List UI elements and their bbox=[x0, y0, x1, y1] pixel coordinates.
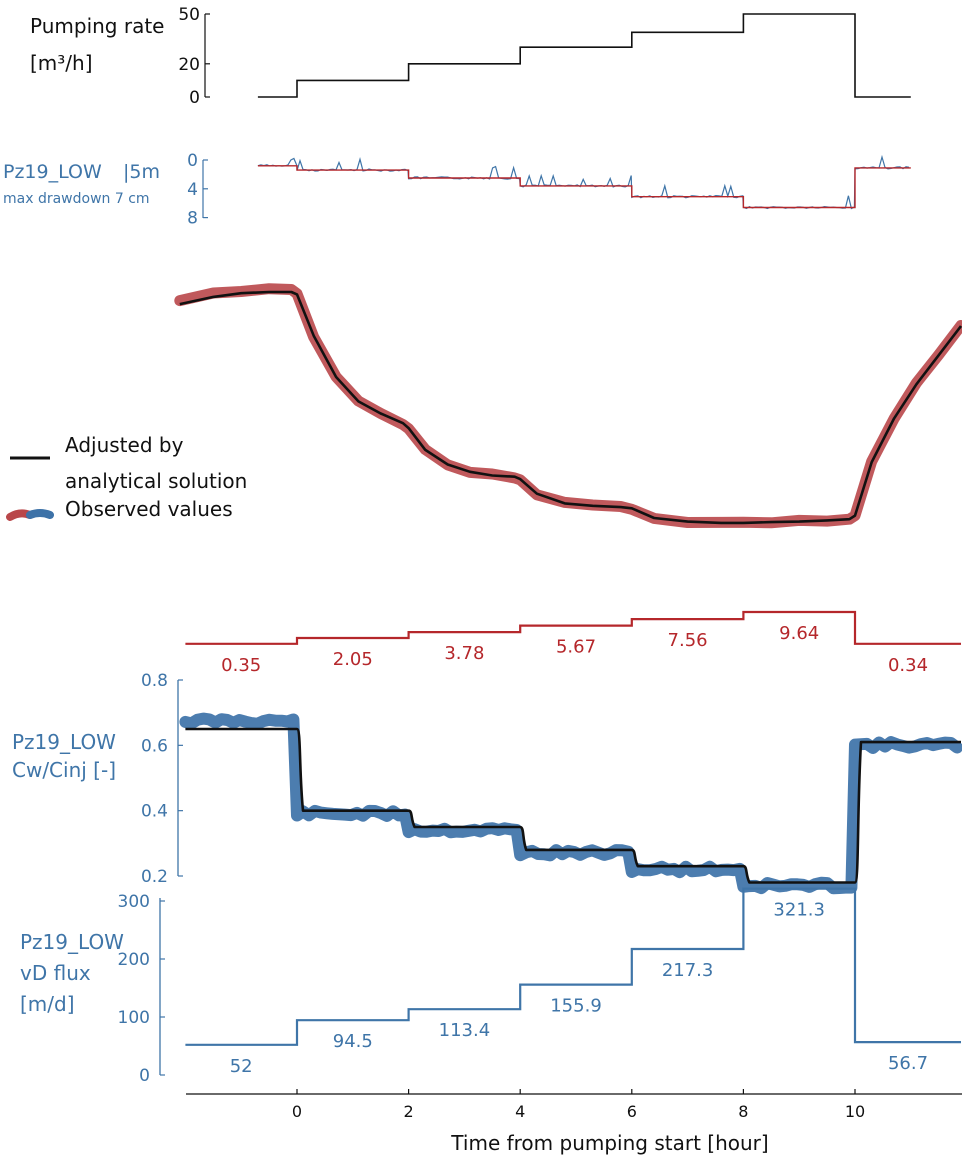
concentration-tick-label: 0.4 bbox=[141, 802, 168, 822]
time-x-axis: 0 2 4 6 8 10 Time from pumping start [hour] bbox=[186, 1089, 962, 1155]
flux-label-line3: [m/d] bbox=[20, 992, 75, 1016]
flux-step-label: 52 bbox=[230, 1056, 253, 1077]
flux-tick-label: 0 bbox=[139, 1066, 150, 1086]
concentration-label-line2: Cw/Cinj [-] bbox=[12, 758, 116, 782]
pumping-rate-label-line2: [m³/h] bbox=[30, 51, 93, 75]
legend: Adjusted by analytical solution Observed… bbox=[6, 433, 247, 521]
flux-step-label: 217.3 bbox=[662, 960, 714, 981]
red-step-label: 0.34 bbox=[888, 655, 928, 676]
concentration-fitted-line bbox=[185, 727, 961, 884]
flux-tick-label: 300 bbox=[118, 892, 150, 912]
max-drawdown-note: max drawdown 7 cm bbox=[3, 191, 150, 207]
relative-curve-panel: Adjusted by analytical solution Observed… bbox=[6, 283, 962, 529]
pumping-rate-tick-label: 20 bbox=[178, 55, 200, 75]
pumping-rate-label-line1: Pumping rate bbox=[30, 14, 164, 38]
concentration-tick-label: 0.2 bbox=[141, 867, 168, 887]
x-tick-label: 2 bbox=[404, 1102, 414, 1121]
concentration-tick-label: 0.6 bbox=[141, 736, 168, 756]
red-step-label: 5.67 bbox=[556, 637, 596, 658]
x-tick-label: 8 bbox=[738, 1102, 748, 1121]
concentration-panel: Pz19_LOW Cw/Cinj [-] 0.8 0.6 0.4 0.2 bbox=[12, 671, 962, 895]
observed-values-band bbox=[174, 283, 962, 529]
drawdown-tick-label: 4 bbox=[187, 180, 198, 200]
drawdown-scale-label: |5m bbox=[123, 161, 160, 183]
flux-label-line2: vD flux bbox=[20, 961, 91, 985]
concentration-tick-label: 0.8 bbox=[141, 671, 168, 691]
flux-panel: Pz19_LOW vD flux [m/d] 300 200 100 0 52 94.5… bbox=[20, 887, 961, 1086]
flux-step-label: 56.7 bbox=[888, 1053, 928, 1074]
x-axis-title: Time from pumping start [hour] bbox=[450, 1131, 768, 1155]
drawdown-well-label: Pz19_LOW bbox=[3, 161, 102, 183]
drawdown-tick-label: 0 bbox=[187, 151, 198, 171]
x-tick-label: 4 bbox=[515, 1102, 525, 1121]
flux-step-label: 94.5 bbox=[333, 1031, 373, 1052]
flux-tick-label: 200 bbox=[118, 950, 150, 970]
pumping-rate-panel: Pumping rate [m³/h] 50 20 0 bbox=[30, 5, 911, 108]
drawdown-panel: Pz19_LOW |5m max drawdown 7 cm 0 4 8 bbox=[3, 151, 911, 229]
flux-step-line bbox=[185, 887, 961, 1046]
red-step-label: 3.78 bbox=[444, 643, 484, 664]
flux-tick-label: 100 bbox=[118, 1008, 150, 1028]
analytical-solution-curve bbox=[179, 290, 962, 525]
x-tick-label: 0 bbox=[292, 1102, 302, 1121]
drawdown-observed-line bbox=[257, 154, 910, 210]
drawdown-tick-label: 8 bbox=[187, 209, 198, 229]
flux-step-label: 321.3 bbox=[773, 900, 825, 921]
red-step-panel: 0.35 2.05 3.78 5.67 7.56 9.64 0.34 bbox=[185, 610, 961, 676]
red-step-line bbox=[185, 610, 961, 645]
red-step-label: 9.64 bbox=[779, 623, 819, 644]
pumping-rate-step-line bbox=[257, 13, 911, 98]
drawdown-fitted-line bbox=[257, 165, 911, 209]
legend-adjusted-line2: analytical solution bbox=[65, 469, 247, 493]
flux-step-label: 113.4 bbox=[439, 1020, 491, 1041]
concentration-label-line1: Pz19_LOW bbox=[12, 730, 116, 754]
red-step-label: 2.05 bbox=[333, 649, 373, 670]
x-tick-label: 10 bbox=[845, 1102, 865, 1121]
legend-adjusted-line1: Adjusted by bbox=[65, 433, 184, 457]
flux-step-label: 155.9 bbox=[550, 996, 602, 1017]
legend-observed-blue-swatch bbox=[26, 509, 54, 519]
pumping-rate-tick-label: 0 bbox=[189, 88, 200, 108]
red-step-label: 0.35 bbox=[221, 655, 261, 676]
flux-label-line1: Pz19_LOW bbox=[20, 930, 124, 954]
legend-observed-label: Observed values bbox=[65, 497, 233, 521]
x-tick-label: 6 bbox=[627, 1102, 637, 1121]
red-step-label: 7.56 bbox=[668, 630, 708, 651]
pumping-rate-tick-label: 50 bbox=[178, 5, 200, 25]
